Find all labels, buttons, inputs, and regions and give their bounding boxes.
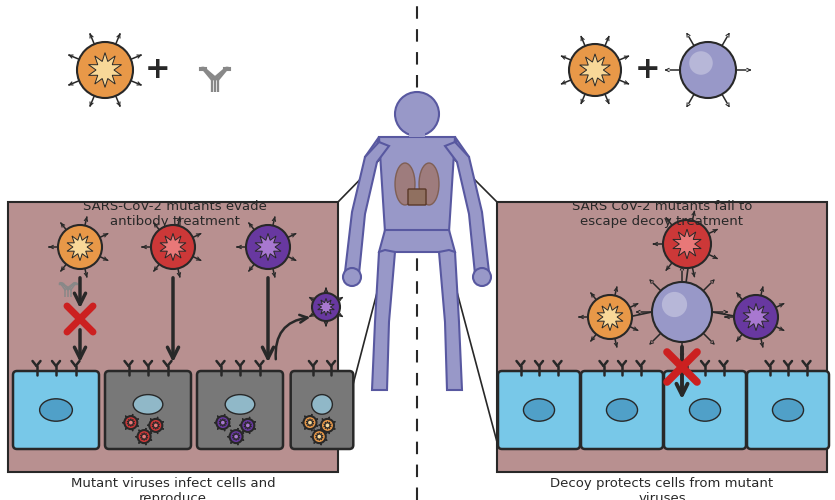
Circle shape (138, 430, 150, 443)
FancyBboxPatch shape (409, 115, 425, 137)
Ellipse shape (133, 394, 163, 414)
Circle shape (313, 430, 326, 443)
Polygon shape (152, 422, 159, 430)
Ellipse shape (39, 399, 73, 421)
Circle shape (689, 51, 713, 75)
Polygon shape (140, 432, 148, 440)
FancyBboxPatch shape (8, 202, 338, 472)
Circle shape (395, 92, 439, 136)
Polygon shape (67, 234, 93, 260)
Polygon shape (318, 298, 334, 316)
Polygon shape (89, 52, 122, 88)
Polygon shape (127, 418, 134, 426)
Polygon shape (316, 432, 323, 440)
FancyBboxPatch shape (664, 371, 746, 449)
Circle shape (149, 419, 162, 432)
Circle shape (246, 225, 290, 269)
Circle shape (343, 268, 361, 286)
Polygon shape (372, 250, 395, 390)
Circle shape (241, 419, 255, 432)
Polygon shape (439, 250, 462, 390)
Ellipse shape (606, 399, 638, 421)
Ellipse shape (690, 399, 721, 421)
Text: +: + (145, 56, 171, 84)
FancyBboxPatch shape (498, 371, 580, 449)
Ellipse shape (395, 163, 415, 205)
Circle shape (569, 44, 621, 96)
Circle shape (588, 295, 632, 339)
Polygon shape (244, 422, 251, 430)
Circle shape (216, 416, 230, 429)
Polygon shape (445, 142, 489, 274)
Polygon shape (379, 137, 455, 232)
Polygon shape (232, 432, 240, 440)
Circle shape (662, 292, 687, 317)
Circle shape (230, 430, 243, 443)
Polygon shape (673, 229, 701, 259)
Text: Mutant viruses infect cells and
reproduce: Mutant viruses infect cells and reproduc… (71, 477, 276, 500)
Ellipse shape (225, 394, 255, 414)
Circle shape (312, 293, 340, 321)
Circle shape (321, 419, 334, 432)
FancyBboxPatch shape (747, 371, 829, 449)
Circle shape (734, 295, 778, 339)
FancyBboxPatch shape (497, 202, 827, 472)
FancyBboxPatch shape (581, 371, 663, 449)
FancyBboxPatch shape (105, 371, 191, 449)
FancyBboxPatch shape (408, 189, 426, 205)
Circle shape (151, 225, 195, 269)
Ellipse shape (772, 399, 803, 421)
FancyBboxPatch shape (13, 371, 99, 449)
Ellipse shape (311, 394, 332, 414)
FancyBboxPatch shape (197, 371, 283, 449)
Circle shape (652, 282, 712, 342)
Circle shape (663, 220, 711, 268)
Polygon shape (255, 234, 281, 260)
Circle shape (77, 42, 133, 98)
Polygon shape (324, 422, 331, 430)
Polygon shape (743, 304, 769, 330)
Polygon shape (579, 54, 610, 86)
Circle shape (680, 42, 736, 98)
Ellipse shape (524, 399, 554, 421)
Circle shape (303, 416, 316, 429)
Text: Decoy protects cells from mutant
viruses: Decoy protects cells from mutant viruses (550, 477, 773, 500)
Circle shape (124, 416, 137, 429)
Polygon shape (597, 304, 623, 330)
Ellipse shape (419, 163, 439, 205)
FancyBboxPatch shape (291, 371, 353, 449)
Circle shape (473, 268, 491, 286)
Polygon shape (345, 142, 389, 274)
Polygon shape (160, 234, 186, 260)
Polygon shape (365, 137, 379, 172)
Text: SARS-CoV-2 mutants evade
antibody treatment: SARS-CoV-2 mutants evade antibody treatm… (83, 200, 267, 228)
Polygon shape (219, 418, 226, 426)
Polygon shape (455, 137, 469, 172)
Circle shape (58, 225, 102, 269)
Polygon shape (306, 418, 314, 426)
Polygon shape (379, 230, 455, 252)
Text: +: + (635, 56, 660, 84)
Text: SARS CoV-2 mutants fail to
escape decoy treatment: SARS CoV-2 mutants fail to escape decoy … (572, 200, 752, 228)
